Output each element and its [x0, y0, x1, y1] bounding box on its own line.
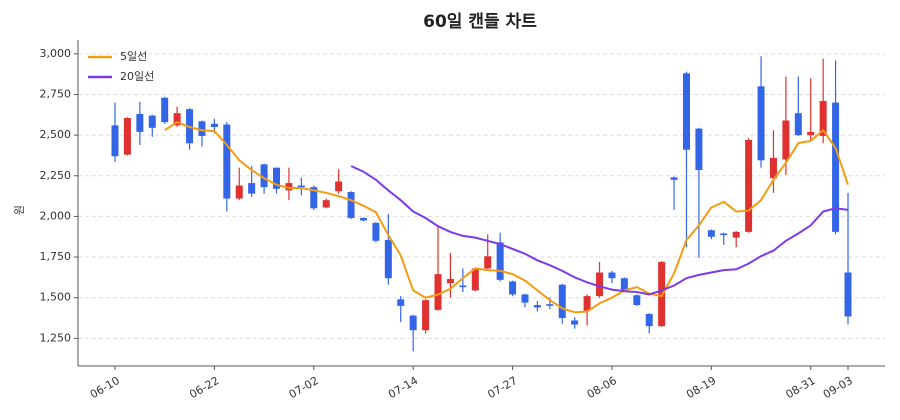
candle-body — [248, 183, 256, 194]
candle-body — [546, 304, 554, 306]
candle-body — [422, 300, 430, 331]
candle-body — [633, 295, 641, 306]
y-tick-label: 2,250 — [40, 169, 72, 182]
candle-body — [745, 139, 753, 232]
x-tick-label: 07-27 — [485, 374, 519, 401]
x-tick-label: 08-31 — [784, 374, 818, 401]
candle-body — [695, 128, 703, 171]
candle-body — [285, 183, 293, 191]
x-tick-label: 07-14 — [386, 374, 420, 401]
candle-body — [670, 177, 678, 180]
x-tick-label: 09-03 — [821, 374, 855, 401]
candle-body — [608, 272, 616, 279]
x-tick-label: 07-02 — [287, 374, 321, 401]
x-tick-label: 06-22 — [187, 374, 221, 401]
candle-body — [484, 256, 492, 269]
candle-body — [210, 123, 218, 127]
candle-body — [596, 272, 604, 297]
candle-body — [372, 222, 380, 241]
legend-label: 20일선 — [120, 69, 154, 83]
x-tick-label: 08-19 — [684, 374, 718, 401]
candle-body — [645, 313, 653, 327]
candle-body — [832, 102, 840, 232]
candle-body — [769, 157, 777, 179]
candle-body — [409, 315, 417, 331]
candle-body — [533, 305, 541, 308]
candle-body — [235, 185, 243, 199]
candle-body — [509, 281, 517, 295]
candle-body — [446, 279, 454, 284]
candle-body — [260, 164, 268, 188]
x-tick-label: 08-06 — [585, 374, 619, 401]
candle-body — [161, 97, 169, 123]
candle-body — [707, 230, 715, 237]
moving-average-line — [164, 120, 849, 314]
candle-body — [521, 294, 529, 303]
y-tick-label: 2,000 — [40, 209, 72, 222]
candle-body — [620, 278, 628, 291]
candle-body — [682, 73, 690, 150]
legend-label: 5일선 — [120, 49, 147, 63]
candle-body — [819, 100, 827, 136]
candle-body — [273, 167, 281, 189]
candle-body — [732, 231, 740, 238]
candle-body — [223, 124, 231, 199]
candle-body — [297, 185, 305, 188]
candle-body — [136, 113, 144, 132]
candle-body — [807, 131, 815, 136]
candle-body — [111, 125, 119, 157]
candle-body — [123, 118, 131, 155]
y-tick-label: 2,750 — [40, 87, 72, 100]
candle-body — [384, 239, 392, 279]
candle-body — [459, 285, 467, 288]
y-axis-label: 원 — [13, 205, 26, 215]
candle-body — [782, 120, 790, 160]
candle-body — [794, 113, 802, 136]
candle-body — [583, 296, 591, 311]
candle-body — [844, 272, 852, 317]
y-tick-label: 3,000 — [40, 47, 72, 60]
y-tick-label: 1,500 — [40, 291, 72, 304]
x-tick-label: 06-10 — [88, 374, 122, 401]
y-tick-label: 1,250 — [40, 331, 72, 344]
y-tick-label: 1,750 — [40, 250, 72, 263]
candle-body — [347, 192, 355, 219]
candle-body — [173, 113, 181, 126]
y-tick-label: 2,500 — [40, 128, 72, 141]
candle-body — [198, 121, 206, 136]
candle-body — [471, 268, 479, 291]
candle-body — [558, 284, 566, 319]
candle-body — [322, 200, 330, 208]
candle-body — [571, 320, 579, 325]
chart-title: 60일 캔들 차트 — [423, 12, 537, 32]
candle-body — [148, 115, 156, 128]
candle-body — [359, 218, 367, 221]
candle-body — [397, 299, 405, 306]
candle-body — [496, 242, 504, 280]
candle-body — [757, 86, 765, 161]
moving-average-line — [350, 165, 849, 296]
candle-body — [434, 274, 442, 310]
candle-body — [335, 181, 343, 192]
candle-body — [310, 187, 318, 209]
candle-body — [720, 233, 728, 236]
